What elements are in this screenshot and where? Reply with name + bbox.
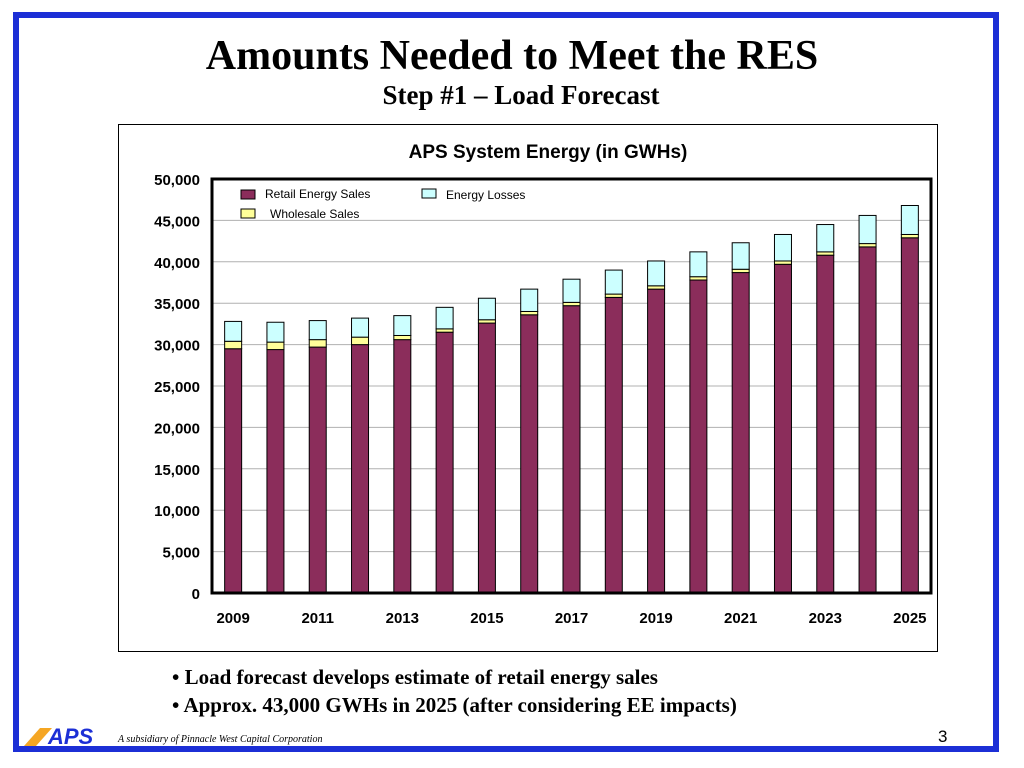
logo-text: APS: [47, 724, 94, 748]
bar-segment: [731, 272, 750, 594]
bar-segment: [900, 237, 919, 594]
bar-segment: [477, 322, 496, 594]
x-tick-label: 2017: [555, 610, 588, 627]
bar-segment: [858, 214, 877, 245]
bullet-item: • Load forecast develops estimate of ret…: [172, 665, 658, 689]
bar-segment: [224, 320, 243, 342]
y-tick-label: 10,000: [154, 503, 200, 520]
x-tick-label: 2023: [809, 610, 842, 627]
y-tick-label: 35,000: [154, 296, 200, 313]
page-subtitle: Step #1 – Load Forecast: [382, 80, 660, 110]
bar-segment: [562, 278, 581, 303]
bar-segment: [224, 348, 243, 594]
bullet-item: • Approx. 43,000 GWHs in 2025 (after con…: [172, 693, 737, 717]
page-title: Amounts Needed to Meet the RES: [205, 33, 819, 79]
bar-segment: [266, 321, 285, 343]
bar-segment: [773, 263, 792, 594]
bar-segment: [858, 246, 877, 594]
bar-segment: [308, 339, 327, 348]
x-tick-label: 2009: [216, 610, 249, 627]
x-tick-label: 2011: [301, 610, 334, 627]
bar-segment: [266, 349, 285, 594]
logo-swoosh: [24, 728, 52, 746]
y-tick-label: 45,000: [154, 213, 200, 230]
bar-segment: [562, 305, 581, 594]
bar-segment: [900, 204, 919, 235]
bullet-list: • Load forecast develops estimate of ret…: [172, 663, 737, 719]
y-tick-label: 5,000: [162, 545, 200, 562]
bar-segment: [604, 269, 623, 295]
legend-label: Retail Energy Sales: [265, 187, 370, 201]
bar-segment: [308, 320, 327, 341]
x-tick-label: 2013: [386, 610, 419, 627]
x-tick-label: 2019: [639, 610, 672, 627]
y-tick-label: 0: [192, 586, 200, 603]
legend-swatch: [240, 208, 256, 219]
legend-swatch: [240, 189, 256, 200]
x-tick-label: 2015: [470, 610, 503, 627]
x-axis-ticks: 2009 2011 2013 2015 2017 2019 2021 2023 2025: [216, 610, 926, 627]
aps-logo: APS: [24, 724, 94, 748]
bar-segment: [816, 224, 835, 253]
bar-segment: [520, 314, 539, 594]
y-tick-label: 20,000: [154, 420, 200, 437]
y-tick-label: 50,000: [154, 172, 200, 189]
system-energy-chart: APS System Energy (in GWHs) 50,000 45,000…: [154, 142, 933, 627]
bar-segment: [604, 296, 623, 594]
legend-label: Wholesale Sales: [270, 207, 359, 221]
bars: [224, 204, 919, 594]
bar-segment: [435, 331, 454, 594]
y-tick-label: 30,000: [154, 338, 200, 355]
bar-segment: [308, 346, 327, 594]
x-tick-label: 2025: [893, 610, 926, 627]
bar-segment: [647, 288, 666, 594]
bar-segment: [520, 288, 539, 312]
y-tick-label: 40,000: [154, 255, 200, 272]
bar-segment: [224, 340, 243, 350]
bar-segment: [266, 341, 285, 351]
plot-area-border: [210, 177, 933, 595]
bar-segment: [351, 336, 370, 346]
bar-segment: [435, 306, 454, 330]
y-axis-ticks: 50,000 45,000 40,000 35,000 30,000 25,000 20,0…: [154, 172, 200, 603]
bar-segment: [689, 279, 708, 594]
bar-segment: [351, 344, 370, 594]
chart-title: APS System Energy (in GWHs): [409, 142, 688, 163]
bar-segment: [351, 317, 370, 338]
bar-segment: [731, 242, 750, 270]
bar-segment: [689, 251, 708, 278]
bar-segment: [647, 260, 666, 287]
bar-segment: [477, 297, 496, 321]
footer-text: A subsidiary of Pinnacle West Capital Co…: [118, 734, 323, 745]
x-tick-label: 2021: [724, 610, 757, 627]
y-tick-label: 25,000: [154, 379, 200, 396]
bar-segment: [393, 315, 412, 336]
legend-label: Energy Losses: [446, 188, 525, 202]
bar-segment: [393, 339, 412, 594]
bar-segment: [816, 254, 835, 594]
legend-swatch: [421, 188, 437, 199]
slide-border: [13, 12, 999, 752]
bar-segment: [773, 233, 792, 262]
legend: Retail Energy Sales Wholesale Sales Energy…: [240, 187, 525, 221]
bar-segment: [393, 334, 412, 341]
chart-frame: APS System Energy (in GWHs) 50,000 45,000…: [118, 124, 938, 652]
page-number: 3: [938, 727, 948, 746]
y-tick-label: 15,000: [154, 462, 200, 479]
